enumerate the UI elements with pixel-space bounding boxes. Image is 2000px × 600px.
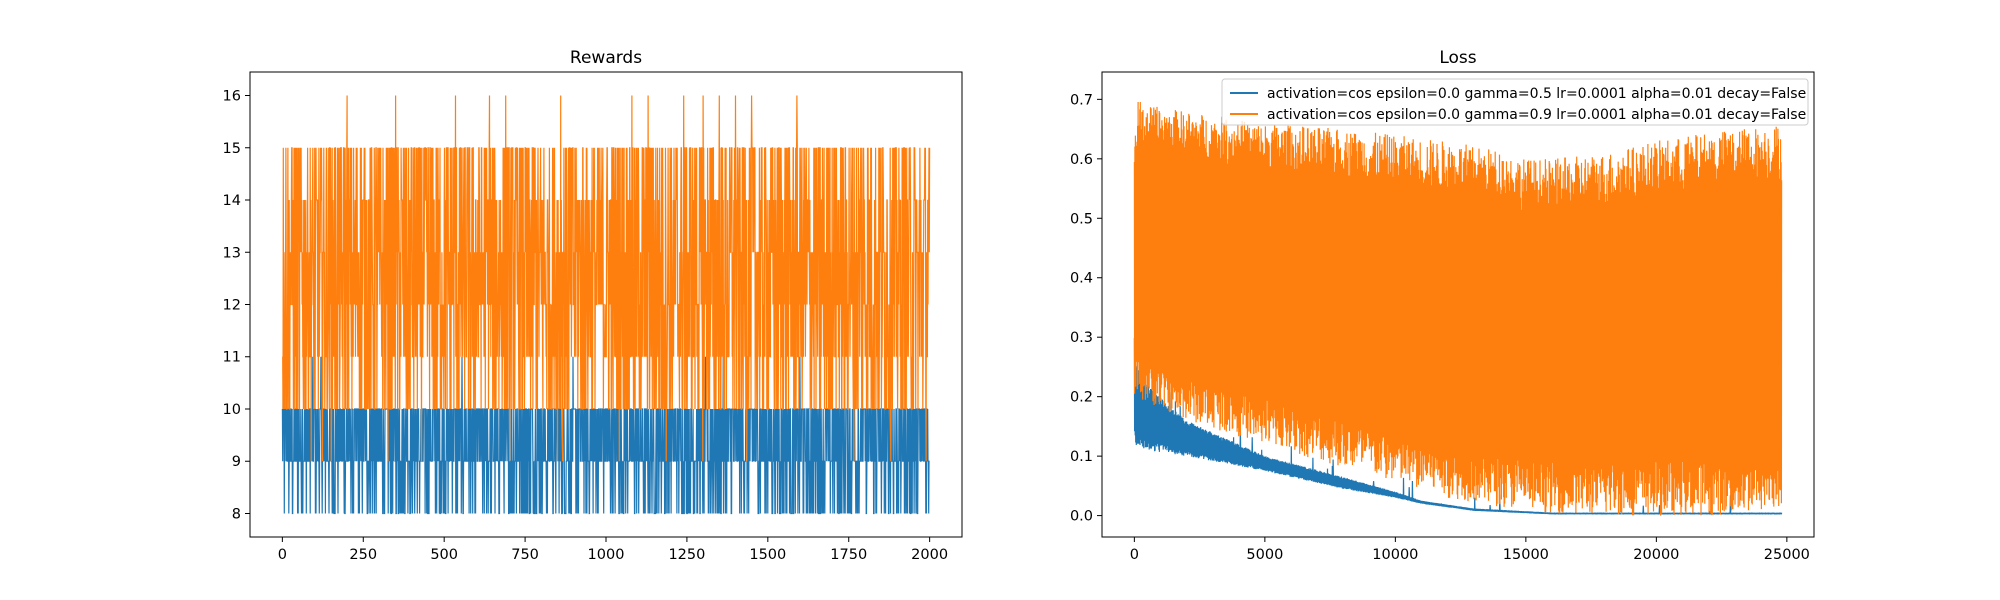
x-tick-label: 2000 <box>911 547 948 563</box>
legend-entry: activation=cos epsilon=0.0 gamma=0.5 lr=… <box>1267 86 1806 102</box>
y-tick-label: 11 <box>223 350 241 366</box>
x-tick-label: 25000 <box>1764 547 1810 563</box>
x-tick-label: 1750 <box>830 547 867 563</box>
y-tick-label: 14 <box>223 193 241 209</box>
x-axis-ticks: 0 5000 10000 15000 20000 25000 <box>1130 537 1810 563</box>
axes-frame <box>1101 71 1815 538</box>
y-tick-label: 13 <box>223 245 241 261</box>
x-tick-label: 5000 <box>1246 547 1283 563</box>
y-tick-label: 0.4 <box>1070 271 1093 287</box>
y-axis-ticks: 8 9 10 11 12 13 14 15 16 <box>223 89 250 522</box>
legend-entry: activation=cos epsilon=0.0 gamma=0.9 lr=… <box>1267 107 1806 123</box>
y-tick-label: 0.0 <box>1070 509 1093 525</box>
y-tick-label: 0.2 <box>1070 390 1093 406</box>
y-tick-label: 0.7 <box>1070 92 1093 108</box>
y-tick-label: 10 <box>223 402 241 418</box>
x-tick-label: 10000 <box>1372 547 1418 563</box>
x-axis-ticks: 0 250 500 750 1000 1250 1500 1750 2000 <box>278 537 948 563</box>
x-tick-label: 250 <box>349 547 377 563</box>
y-tick-label: 12 <box>223 298 241 314</box>
x-tick-label: 0 <box>1130 547 1139 563</box>
x-tick-label: 20000 <box>1633 547 1679 563</box>
x-tick-label: 500 <box>430 547 458 563</box>
series-line-1 <box>282 95 931 462</box>
legend-box <box>1221 78 1809 126</box>
y-tick-label: 8 <box>232 506 241 522</box>
x-tick-label: 1000 <box>588 547 625 563</box>
x-tick-label: 1500 <box>749 547 786 563</box>
series-line-0 <box>281 356 930 515</box>
loss-panel: Loss 0 5000 10000 15000 20000 25000 0.0 0.1 0.2… <box>1070 48 1815 563</box>
rewards-plot-area <box>281 95 931 515</box>
y-tick-label: 0.3 <box>1070 330 1093 346</box>
y-axis-ticks: 0.0 0.1 0.2 0.3 0.4 0.5 0.6 0.7 <box>1070 92 1102 525</box>
y-tick-label: 0.5 <box>1070 211 1093 227</box>
x-tick-label: 750 <box>511 547 539 563</box>
legend: activation=cos epsilon=0.0 gamma=0.5 lr=… <box>1221 78 1809 126</box>
chart-title: Loss <box>1439 48 1476 68</box>
x-tick-label: 15000 <box>1503 547 1549 563</box>
y-tick-label: 0.1 <box>1070 449 1093 465</box>
y-tick-label: 9 <box>232 454 241 470</box>
rewards-panel: Rewards 0 250 500 750 1000 1250 1500 1750 2000 8… <box>223 48 963 563</box>
x-tick-label: 1250 <box>668 547 705 563</box>
y-tick-label: 15 <box>223 141 241 157</box>
x-tick-label: 0 <box>278 547 287 563</box>
y-tick-label: 0.6 <box>1070 152 1093 168</box>
y-tick-label: 16 <box>223 89 241 105</box>
chart-title: Rewards <box>570 48 642 68</box>
